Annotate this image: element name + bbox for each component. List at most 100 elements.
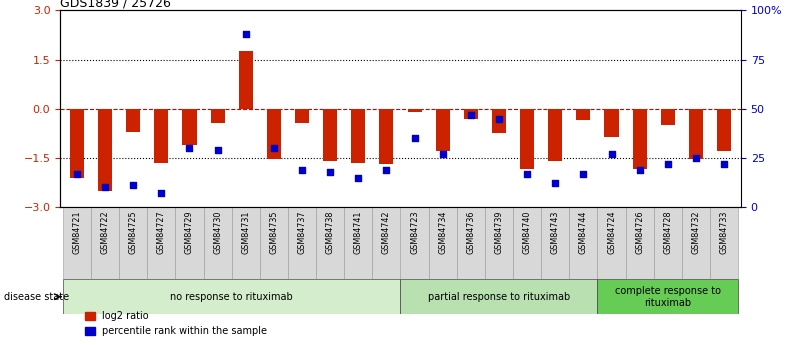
Text: GSM84728: GSM84728 — [663, 210, 672, 254]
Text: GSM84725: GSM84725 — [129, 210, 138, 254]
Text: GSM84735: GSM84735 — [269, 210, 279, 254]
Point — [493, 116, 505, 121]
Text: GSM84722: GSM84722 — [101, 210, 110, 254]
Point — [605, 151, 618, 157]
Point — [239, 31, 252, 37]
Bar — [400, 279, 598, 314]
Point — [690, 155, 702, 161]
Point — [183, 145, 196, 151]
Text: GSM84742: GSM84742 — [382, 210, 391, 254]
Bar — [70, 109, 84, 177]
Point — [521, 171, 533, 176]
Point — [634, 167, 646, 172]
Bar — [352, 109, 365, 163]
Bar — [63, 279, 400, 314]
Legend: log2 ratio, percentile rank within the sample: log2 ratio, percentile rank within the s… — [81, 307, 272, 340]
Bar — [380, 109, 393, 164]
Text: GSM84723: GSM84723 — [410, 210, 419, 254]
Bar — [267, 109, 281, 159]
Text: GSM84743: GSM84743 — [551, 210, 560, 254]
Text: disease state: disease state — [4, 292, 69, 302]
Bar — [323, 109, 337, 161]
Point — [296, 167, 308, 172]
Text: GSM84744: GSM84744 — [579, 210, 588, 254]
Bar — [717, 109, 731, 151]
Bar — [91, 207, 119, 279]
Bar — [492, 109, 506, 133]
Point — [70, 171, 83, 176]
Bar — [63, 207, 91, 279]
Text: partial response to rituximab: partial response to rituximab — [428, 292, 570, 302]
Bar — [654, 207, 682, 279]
Bar — [155, 109, 168, 163]
Bar — [513, 207, 541, 279]
Bar — [457, 207, 485, 279]
Bar — [682, 207, 710, 279]
Point — [268, 145, 280, 151]
Bar — [408, 109, 421, 112]
Bar — [541, 207, 570, 279]
Bar — [626, 207, 654, 279]
Bar — [119, 207, 147, 279]
Text: GSM84727: GSM84727 — [157, 210, 166, 254]
Bar — [127, 109, 140, 132]
Text: GSM84721: GSM84721 — [72, 210, 82, 254]
Point — [99, 185, 111, 190]
Point — [155, 190, 167, 196]
Text: GSM84730: GSM84730 — [213, 210, 222, 254]
Bar — [598, 207, 626, 279]
Bar — [211, 109, 224, 124]
Bar — [98, 109, 112, 190]
Text: GSM84726: GSM84726 — [635, 210, 644, 254]
Bar — [147, 207, 175, 279]
Bar — [605, 109, 618, 137]
Bar — [316, 207, 344, 279]
Bar — [239, 51, 253, 109]
Bar — [485, 207, 513, 279]
Bar — [689, 109, 703, 159]
Point — [409, 136, 421, 141]
Point — [718, 161, 731, 167]
Point — [352, 175, 364, 180]
Text: no response to rituximab: no response to rituximab — [171, 292, 293, 302]
Bar — [548, 109, 562, 161]
Text: GSM84737: GSM84737 — [297, 210, 307, 254]
Text: GSM84732: GSM84732 — [691, 210, 700, 254]
Bar — [710, 207, 738, 279]
Bar — [372, 207, 400, 279]
Text: GDS1839 / 25726: GDS1839 / 25726 — [60, 0, 171, 9]
Point — [324, 169, 336, 174]
Point — [127, 183, 139, 188]
Text: GSM84731: GSM84731 — [241, 210, 250, 254]
Text: complete response to
rituximab: complete response to rituximab — [615, 286, 721, 307]
Text: GSM84738: GSM84738 — [326, 210, 335, 254]
Bar — [400, 207, 429, 279]
Text: GSM84740: GSM84740 — [522, 210, 532, 254]
Bar — [429, 207, 457, 279]
Text: GSM84739: GSM84739 — [494, 210, 504, 254]
Bar — [231, 207, 260, 279]
Bar — [344, 207, 372, 279]
Point — [662, 161, 674, 167]
Bar — [436, 109, 449, 151]
Bar — [598, 279, 738, 314]
Point — [437, 151, 449, 157]
Bar — [661, 109, 674, 125]
Bar — [295, 109, 309, 124]
Text: GSM84729: GSM84729 — [185, 210, 194, 254]
Text: GSM84741: GSM84741 — [354, 210, 363, 254]
Text: GSM84734: GSM84734 — [438, 210, 447, 254]
Point — [465, 112, 477, 117]
Bar — [464, 109, 478, 119]
Point — [549, 181, 562, 186]
Bar — [633, 109, 646, 169]
Bar — [175, 207, 203, 279]
Bar — [260, 207, 288, 279]
Point — [577, 171, 590, 176]
Bar — [288, 207, 316, 279]
Bar — [183, 109, 196, 145]
Bar — [577, 109, 590, 120]
Bar — [570, 207, 598, 279]
Text: GSM84733: GSM84733 — [719, 210, 729, 254]
Text: GSM84736: GSM84736 — [466, 210, 475, 254]
